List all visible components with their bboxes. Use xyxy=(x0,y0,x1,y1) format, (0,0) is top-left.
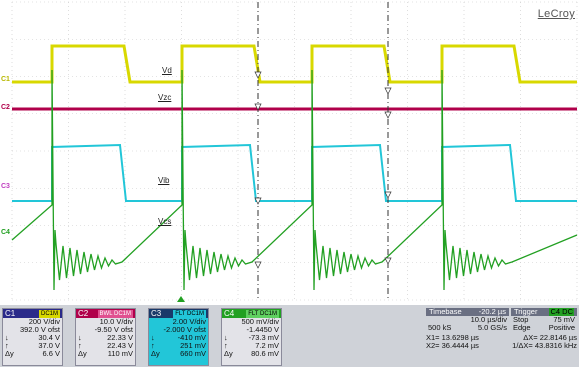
channel-panel-c4[interactable]: C4 FLT DC1M 500 mV/div -1.4450 V ↓ -73.3 m… xyxy=(221,308,282,366)
cursor-readout: X1= 13.6298 µs ΔX= 22.8146 µs X2= 36.4444… xyxy=(426,334,577,350)
vdiv-value: 10.0 V/div xyxy=(99,317,133,326)
timebase-samples: 500 kS xyxy=(428,323,452,332)
cursor1-value: 30.4 V xyxy=(38,333,60,342)
waveform-grid xyxy=(11,1,578,302)
cursor-x1: X1= 13.6298 µs xyxy=(426,333,479,342)
cursor-marker-icon xyxy=(254,261,262,269)
delta-label: Δy xyxy=(78,349,87,358)
delta-value: 660 mV xyxy=(180,349,206,358)
vdiv-value: 200 V/div xyxy=(28,317,60,326)
channel-panel-c2[interactable]: C2 BWL DC1M 10.0 V/div -9.50 V ofst ↓ 22.3… xyxy=(75,308,136,366)
cursor-marker-icon xyxy=(384,257,392,265)
cursor2-icon: ↑ xyxy=(5,341,9,350)
vdiv-value: 500 mV/div xyxy=(241,317,279,326)
trigger-source-badge: C4 DC xyxy=(549,307,574,316)
timebase-label: Timebase xyxy=(429,307,462,316)
cursor-marker-icon xyxy=(384,111,392,119)
trigger-label: Trigger xyxy=(514,307,538,316)
cursor-marker-icon xyxy=(254,197,262,205)
channel-indicator-c2[interactable]: C2 xyxy=(1,104,10,111)
cursor2-icon: ↑ xyxy=(78,341,82,350)
cursor2-icon: ↑ xyxy=(151,341,155,350)
delta-label: Δy xyxy=(5,349,14,358)
waveform-c1 xyxy=(12,44,577,84)
trigger-level: 75 mV xyxy=(553,315,575,324)
cursor-marker-icon xyxy=(384,191,392,199)
timebase-tdiv: 10.0 µs/div xyxy=(470,315,507,324)
channel-indicator-c4[interactable]: C4 xyxy=(1,229,10,236)
status-bar: C1 DC1M 200 V/div 392.0 V ofst ↓ 30.4 V ↑ 3… xyxy=(0,305,579,367)
channel-indicator-c1[interactable]: C1 xyxy=(1,76,10,83)
cursor-marker-icon xyxy=(254,103,262,111)
waveform-display[interactable]: LeCroy Vd Vzc Vib Vcs C1 C2 C3 C4 xyxy=(0,0,579,305)
trace-label-vd: Vd xyxy=(162,66,172,75)
coupling-badge: BWL DC1M xyxy=(97,309,133,318)
cursor1-value: -410 mV xyxy=(177,333,206,342)
delta-value: 80.6 mV xyxy=(251,349,279,358)
timebase-rate: 5.0 GS/s xyxy=(477,323,507,332)
cursor1-icon: ↓ xyxy=(5,333,9,342)
cursor1-value: -73.3 mV xyxy=(248,333,279,342)
vdiv-value: 2.00 V/div xyxy=(172,317,206,326)
cursor-inverse: 1/ΔX= 43.8316 kHz xyxy=(512,341,577,350)
panel-title: C3 xyxy=(151,308,162,318)
cursor1-value: 22.33 V xyxy=(107,333,133,342)
panel-title: C4 xyxy=(224,308,235,318)
panel-title: C1 xyxy=(5,308,16,318)
offset-value: 392.0 V ofst xyxy=(19,325,60,334)
waveform-c4 xyxy=(11,69,578,291)
trigger-type: Edge xyxy=(513,323,531,332)
coupling-badge: DC1M xyxy=(38,309,60,318)
channel-indicator-c3[interactable]: C3 xyxy=(1,183,10,190)
cursor1-icon: ↓ xyxy=(78,333,82,342)
channel-panel-c3[interactable]: C3 FLT DC1M 2.00 V/div -2.000 V ofst ↓ -41… xyxy=(148,308,209,366)
trace-label-vzc: Vzc xyxy=(158,93,172,102)
timebase-panel[interactable]: Timebase -20.2 µs 10.0 µs/div 500 kS 5.0 G… xyxy=(426,308,509,332)
delta-value: 110 mV xyxy=(107,349,133,358)
cursor1-icon: ↓ xyxy=(224,333,228,342)
trigger-mode: Stop xyxy=(513,315,529,324)
cursor-x2: X2= 36.4444 µs xyxy=(426,341,479,350)
cursor1-icon: ↓ xyxy=(151,333,155,342)
offset-value: -9.50 V ofst xyxy=(94,325,133,334)
channel-panel-c1[interactable]: C1 DC1M 200 V/div 392.0 V ofst ↓ 30.4 V ↑ 3… xyxy=(2,308,63,366)
delta-label: Δy xyxy=(224,349,233,358)
cursor-dx: ΔX= 22.8146 µs xyxy=(523,333,577,342)
trace-label-vib: Vib xyxy=(158,176,170,185)
offset-value: -2.000 V ofst xyxy=(163,325,206,334)
trigger-slope: Positive xyxy=(548,323,575,332)
trigger-marker-icon xyxy=(177,296,185,302)
offset-value: -1.4450 V xyxy=(246,325,279,334)
coupling-badge: FLT DC1M xyxy=(173,309,206,318)
cursor2-value: 22.43 V xyxy=(107,341,133,350)
trigger-panel[interactable]: Trigger C4 DC Stop 75 mV Edge Positive xyxy=(511,308,577,332)
delta-label: Δy xyxy=(151,349,160,358)
brand-logo: LeCroy xyxy=(537,8,575,20)
trace-label-vcs: Vcs xyxy=(158,217,172,226)
timebase-delay: -20.2 µs xyxy=(478,307,506,316)
panel-title: C2 xyxy=(78,308,89,318)
waveform-c3 xyxy=(12,143,577,202)
cursor2-value: 251 mV xyxy=(180,341,206,350)
cursor2-value: 37.0 V xyxy=(38,341,60,350)
cursor-marker-icon xyxy=(254,71,262,79)
cursor2-value: 7.2 mV xyxy=(255,341,279,350)
delta-value: 6.6 V xyxy=(42,349,60,358)
coupling-badge: FLT DC1M xyxy=(246,309,279,318)
cursor2-icon: ↑ xyxy=(224,341,228,350)
cursor-marker-icon xyxy=(384,87,392,95)
